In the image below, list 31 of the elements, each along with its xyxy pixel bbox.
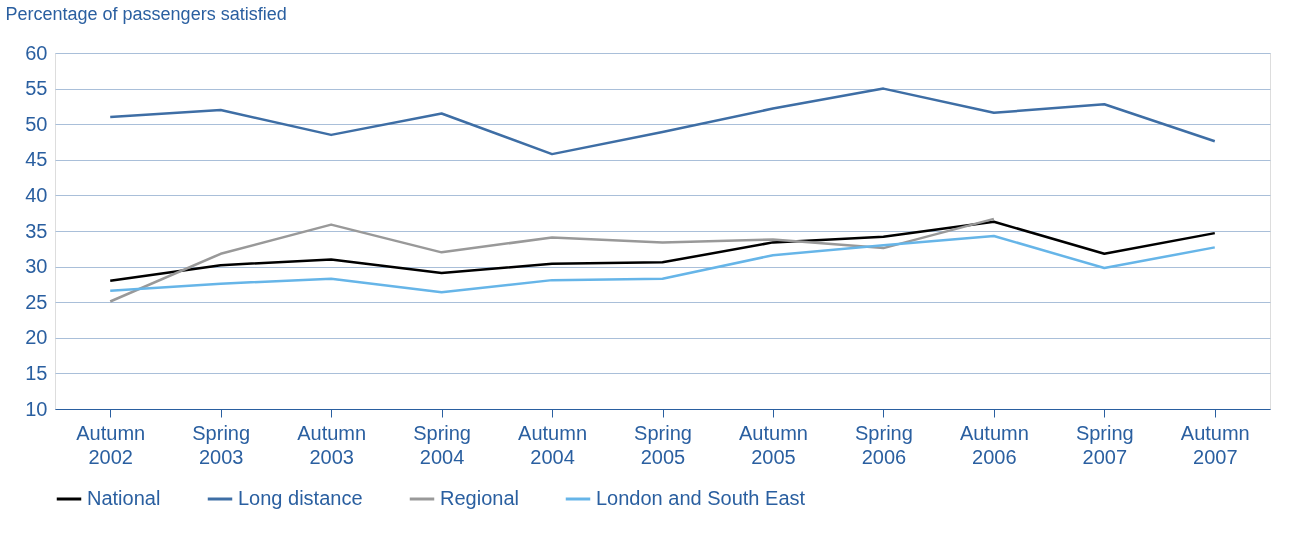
y-tick-label: 35 xyxy=(25,219,48,242)
x-tick-label: Autumn 2003 xyxy=(297,421,367,468)
x-tick-label: Autumn 2005 xyxy=(738,421,808,468)
legend-label: Long distance xyxy=(238,487,363,509)
x-tick-label: Autumn 2006 xyxy=(959,421,1029,468)
legend-label: Regional xyxy=(440,487,519,509)
y-tick-label: 30 xyxy=(25,255,48,278)
y-tick-label: 40 xyxy=(25,183,48,206)
y-tick-label: 55 xyxy=(25,77,48,100)
line-series xyxy=(108,217,996,303)
y-tick-label: 60 xyxy=(25,41,48,64)
line-series xyxy=(108,220,1217,283)
x-tick-label: Autumn 2002 xyxy=(76,421,146,468)
y-tick-label: 25 xyxy=(25,290,48,313)
x-tick-label: Spring 2003 xyxy=(192,421,251,468)
x-tick-label: Autumn 2004 xyxy=(518,421,588,468)
y-tick-label: 15 xyxy=(25,361,48,384)
x-tick-label: Spring 2006 xyxy=(855,421,913,468)
y-tick-label: 50 xyxy=(25,112,48,135)
y-tick-label: 10 xyxy=(25,397,48,420)
legend-label: London and South East xyxy=(596,487,806,509)
x-tick-label: Spring 2004 xyxy=(413,421,471,468)
x-tick-label: Spring 2005 xyxy=(634,421,692,468)
x-tick-label: Autumn 2007 xyxy=(1180,421,1250,468)
legend-label: National xyxy=(87,487,161,509)
y-tick-label: 45 xyxy=(25,148,48,171)
y-axis-title: Percentage of passengers satisfied xyxy=(5,3,287,24)
line-series xyxy=(108,234,1217,294)
x-tick-label: Spring 2007 xyxy=(1075,421,1134,468)
line-series xyxy=(108,87,1217,156)
y-tick-label: 20 xyxy=(25,326,48,349)
